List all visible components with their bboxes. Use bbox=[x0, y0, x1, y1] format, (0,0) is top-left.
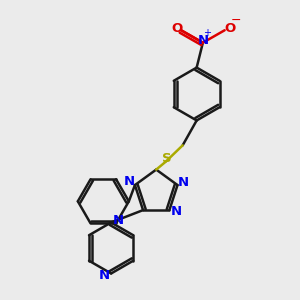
Text: +: + bbox=[202, 28, 211, 38]
Text: N: N bbox=[124, 176, 135, 188]
Text: O: O bbox=[171, 22, 183, 35]
Text: N: N bbox=[178, 176, 189, 189]
Text: N: N bbox=[99, 268, 110, 281]
Text: S: S bbox=[162, 152, 171, 165]
Text: −: − bbox=[231, 14, 241, 27]
Text: N: N bbox=[197, 34, 208, 47]
Text: N: N bbox=[171, 205, 182, 218]
Text: O: O bbox=[225, 22, 236, 34]
Text: N: N bbox=[112, 214, 124, 227]
